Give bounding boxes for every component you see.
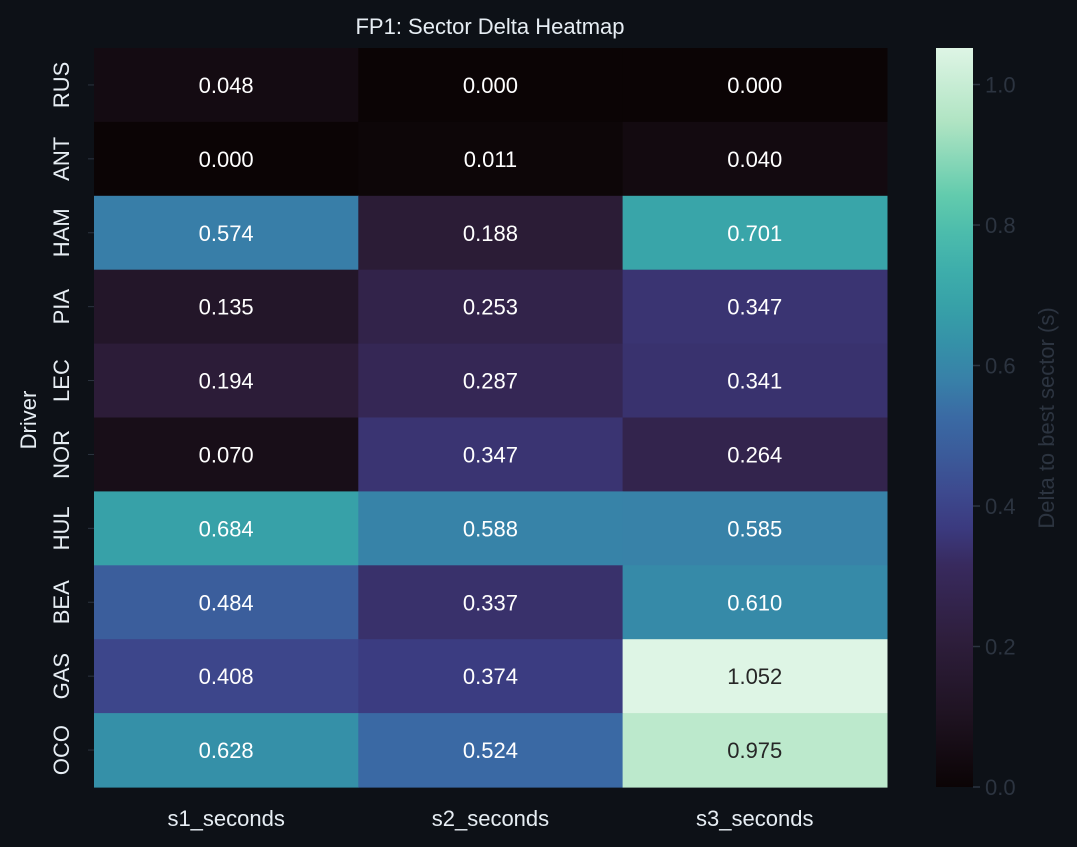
y-tick-label: LEC	[49, 359, 74, 402]
colorbar-tick-label: 0.6	[985, 354, 1016, 379]
y-tick-label: GAS	[49, 653, 74, 699]
heatmap-cell	[358, 121, 624, 197]
heatmap-cell	[358, 565, 624, 640]
cell-value-label: 0.610	[727, 590, 782, 615]
heatmap-cell	[94, 639, 359, 714]
heatmap-cell	[358, 491, 624, 566]
cell-value-label: 0.408	[199, 664, 254, 689]
heatmap-cell	[94, 195, 359, 271]
x-tick-label: s3_seconds	[696, 806, 813, 831]
heatmap-cell	[94, 565, 359, 640]
heatmap-cell	[622, 269, 888, 345]
heatmap-cell	[94, 343, 359, 419]
heatmap-cell	[94, 713, 359, 788]
cell-value-label: 0.574	[199, 221, 254, 246]
y-tick-label: HAM	[49, 208, 74, 257]
heatmap-cells: 0.048 0.000 0.000 0.000 0.011 0.040 0.574 0.188…	[94, 48, 888, 788]
heatmap-cell	[94, 269, 359, 345]
cell-value-label: 0.287	[463, 369, 518, 394]
heatmap-cell	[94, 48, 359, 123]
heatmap-cell	[622, 343, 888, 419]
heatmap-cell	[358, 639, 624, 714]
heatmap-cell	[622, 417, 888, 492]
colorbar-tick-label: 0.2	[985, 635, 1016, 660]
y-tick-label: NOR	[49, 430, 74, 479]
cell-value-label: 1.052	[727, 664, 782, 689]
y-tick-label: HUL	[49, 506, 74, 550]
y-tick-label: PIA	[49, 289, 74, 325]
heatmap-cell	[622, 565, 888, 640]
heatmap-cell	[94, 121, 359, 197]
cell-value-label: 0.347	[463, 442, 518, 467]
colorbar-label: Delta to best sector (s)	[1034, 307, 1059, 528]
heatmap-cell	[358, 48, 624, 123]
cell-value-label: 0.588	[463, 516, 518, 541]
cell-value-label: 0.628	[199, 738, 254, 763]
x-tick-label: s1_seconds	[167, 806, 284, 831]
y-tick-label: RUS	[49, 62, 74, 108]
heatmap-cell	[622, 713, 888, 788]
cell-value-label: 0.585	[727, 516, 782, 541]
heatmap-cell	[358, 195, 624, 271]
heatmap-cell	[94, 417, 359, 492]
cell-value-label: 0.070	[199, 442, 254, 467]
cell-value-label: 0.000	[463, 73, 518, 98]
y-tick-label: BEA	[49, 580, 74, 624]
cell-value-label: 0.264	[727, 442, 782, 467]
y-tick-label: ANT	[49, 137, 74, 181]
cell-value-label: 0.000	[199, 147, 254, 172]
cell-value-label: 0.684	[199, 516, 254, 541]
heatmap-cell	[622, 639, 888, 714]
cell-value-label: 0.484	[199, 590, 254, 615]
heatmap-cell	[622, 491, 888, 566]
colorbar-tick-label: 0.0	[985, 775, 1016, 800]
cell-value-label: 0.000	[727, 73, 782, 98]
cell-value-label: 0.135	[199, 295, 254, 320]
heatmap-cell	[358, 269, 624, 345]
colorbar-tick-label: 1.0	[985, 73, 1016, 98]
heatmap-cell	[622, 121, 888, 197]
cell-value-label: 0.374	[463, 664, 518, 689]
heatmap-cell	[622, 48, 888, 123]
chart-title: FP1: Sector Delta Heatmap	[355, 14, 624, 39]
cell-value-label: 0.188	[463, 221, 518, 246]
heatmap-cell	[94, 491, 359, 566]
heatmap-cell	[622, 195, 888, 271]
heatmap-cell	[358, 417, 624, 492]
cell-value-label: 0.011	[464, 147, 517, 172]
cell-value-label: 0.524	[463, 738, 518, 763]
heatmap-cell	[358, 713, 624, 788]
colorbar-tick-label: 0.4	[985, 494, 1016, 519]
cell-value-label: 0.341	[727, 369, 782, 394]
cell-value-label: 0.975	[727, 738, 782, 763]
cell-value-label: 0.701	[727, 221, 782, 246]
y-tick-labels: RUS ANT HAM PIA LEC NOR HUL BEA GAS OCO	[49, 62, 94, 775]
x-tick-labels: s1_seconds s2_seconds s3_seconds	[167, 806, 813, 831]
y-axis-label: Driver	[16, 391, 41, 450]
colorbar-ticks: 0.0 0.2 0.4 0.6 0.8 1.0	[973, 73, 1016, 800]
cell-value-label: 0.194	[199, 369, 254, 394]
colorbar-tick-label: 0.8	[985, 213, 1016, 238]
cell-value-label: 0.253	[463, 295, 518, 320]
colorbar	[936, 48, 973, 787]
cell-value-label: 0.347	[727, 295, 782, 320]
x-tick-label: s2_seconds	[432, 806, 549, 831]
y-tick-label: OCO	[49, 725, 74, 775]
cell-value-label: 0.048	[199, 73, 254, 98]
cell-value-label: 0.040	[727, 147, 782, 172]
heatmap-cell	[358, 343, 624, 419]
cell-value-label: 0.337	[463, 590, 518, 615]
